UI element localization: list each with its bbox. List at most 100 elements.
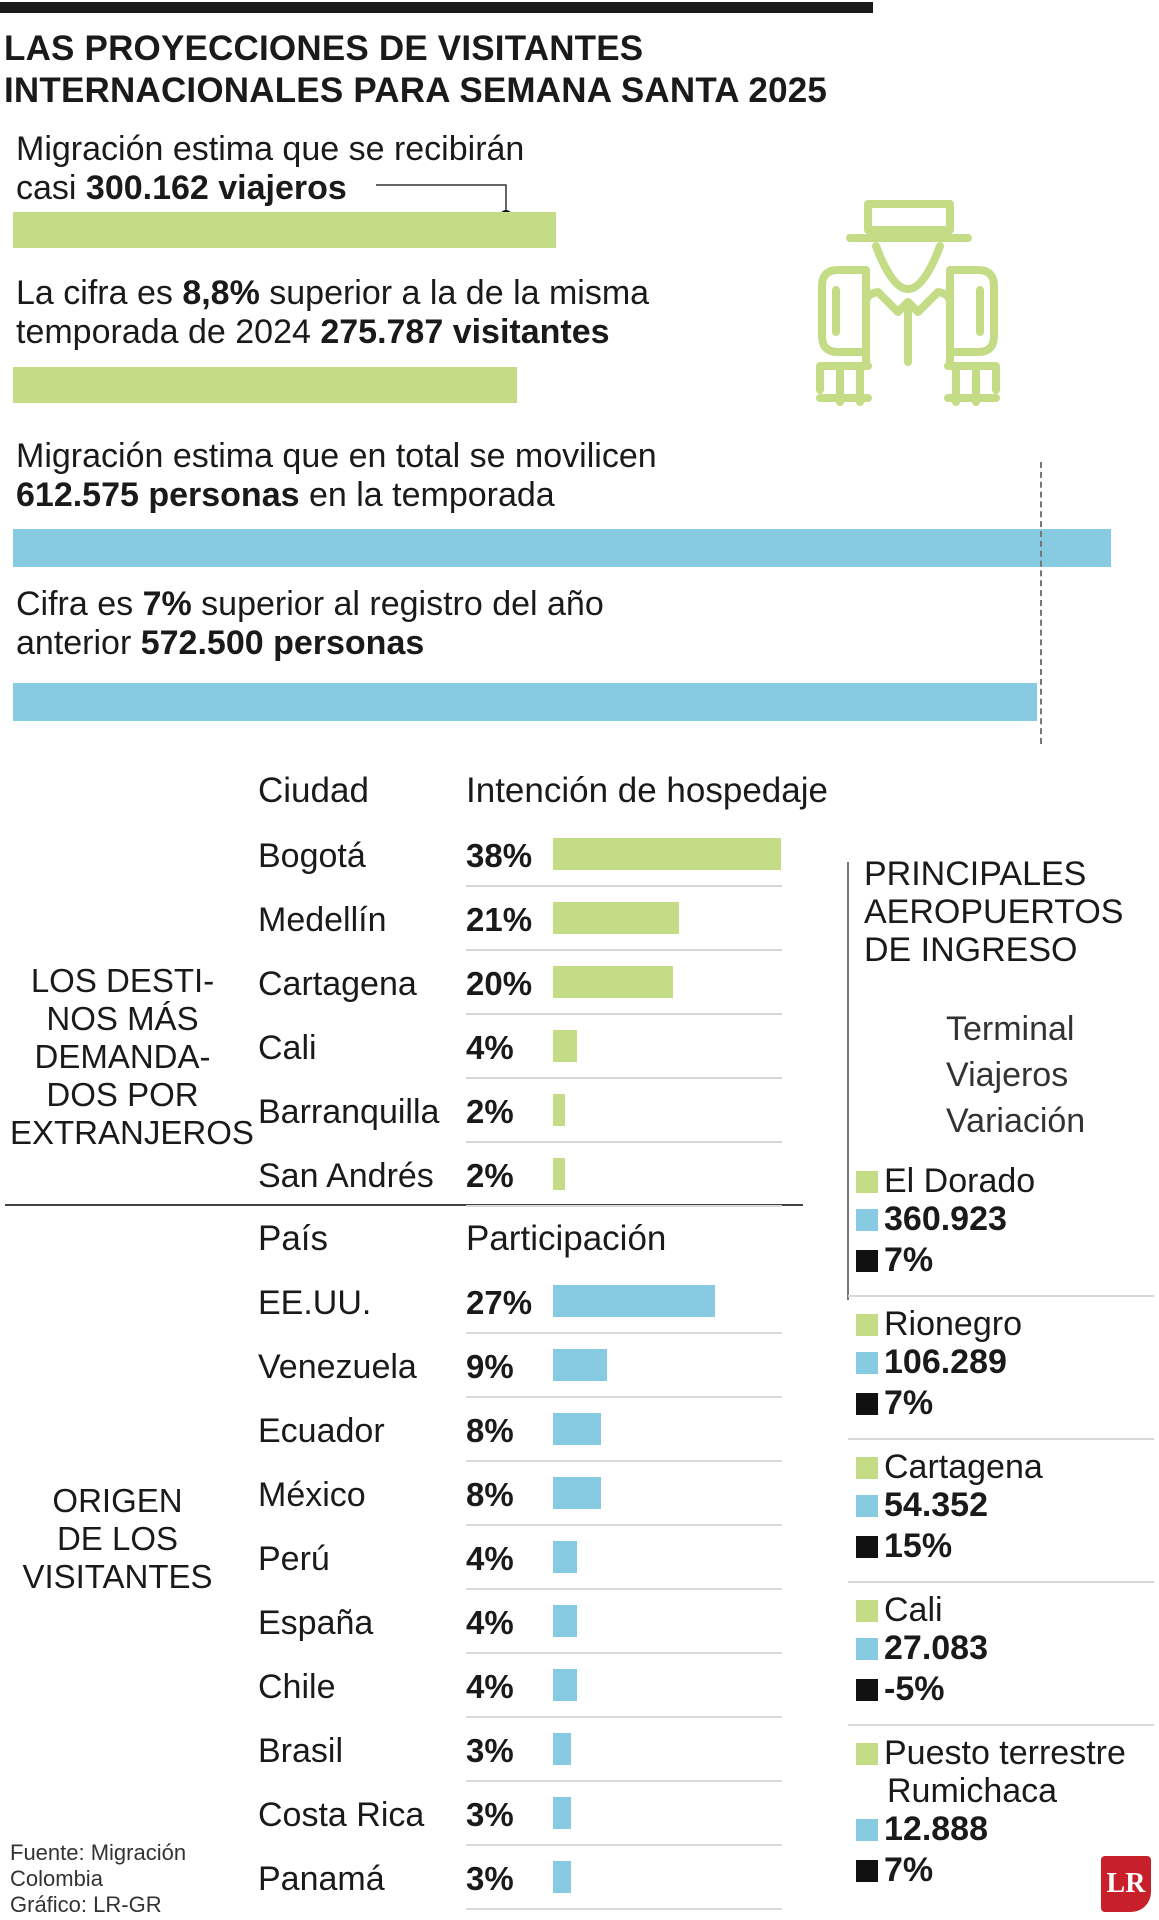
origin-row-label: Panamá [258, 1860, 385, 1898]
travelers-legend-square [856, 1209, 878, 1231]
destination-row-value-label: 38% [466, 837, 533, 874]
stat-2-bar [13, 367, 517, 403]
legend-terminal: Terminal [946, 1010, 1075, 1048]
destination-row-label: Cali [258, 1029, 317, 1067]
airport-item: El Dorado 360.923 7% [856, 1162, 1156, 1279]
origin-row-value-label: 9% [466, 1348, 514, 1385]
terminal-legend-square [856, 1314, 878, 1336]
destination-row-bar [553, 1158, 565, 1190]
country-column-header: País [258, 1219, 329, 1258]
destination-row-label: Medellín [258, 901, 387, 939]
airport-variation-value: 7% [884, 1384, 934, 1422]
stat-2-line-2: temporada de 2024 275.787 visitantes [16, 313, 610, 351]
origin-row-divider [466, 1716, 782, 1718]
stat-3-line-1: Migración estima que en total se movilic… [16, 437, 657, 475]
source-note: Fuente: Migración Colombia Gráfico: LR-G… [10, 1840, 187, 1917]
origin-row-bar [553, 1605, 577, 1637]
origin-row-divider [466, 1588, 782, 1590]
airport-travelers: 12.888 [856, 1810, 1156, 1848]
destination-row-divider [466, 885, 782, 887]
airport-variation: 15% [856, 1527, 1156, 1565]
variation-legend-square [856, 1679, 878, 1701]
destination-row-value-label: 2% [466, 1093, 514, 1130]
travelers-legend-square [856, 1819, 878, 1841]
airport-name: Cartagena [856, 1448, 1156, 1486]
airport-variation: 7% [856, 1384, 1156, 1422]
origin-row-bar [553, 1477, 601, 1509]
airport-name: Puesto terrestre [856, 1734, 1156, 1772]
origin-row-bar [553, 1349, 607, 1381]
origin-row-label: Chile [258, 1668, 336, 1706]
destination-row-label: San Andrés [258, 1157, 434, 1195]
variation-legend-square [856, 1393, 878, 1415]
airport-travelers-value: 54.352 [884, 1486, 988, 1524]
lr-logo: LR [1101, 1856, 1151, 1912]
origin-row-divider [466, 1332, 782, 1334]
stat-4-line-2: anterior 572.500 personas [16, 624, 425, 662]
origin-row-label: Brasil [258, 1732, 344, 1770]
origin-row-value-label: 3% [466, 1732, 514, 1769]
destination-row-bar [553, 1030, 577, 1062]
destination-row-divider [466, 1141, 782, 1143]
airport-name: Rumichaca [856, 1772, 1156, 1810]
stat-2-line-1: La cifra es 8,8% superior a la de la mis… [16, 274, 650, 312]
airports-legend: Terminal Viajeros Variación [946, 1006, 1085, 1144]
origin-row-label: Venezuela [258, 1348, 417, 1386]
airport-variation-value: 15% [884, 1527, 953, 1565]
airport-name: Cali [856, 1591, 1156, 1629]
airports-vertical-rule [847, 862, 849, 1300]
origin-row-bar [553, 1285, 715, 1317]
origin-row-label: Perú [258, 1540, 330, 1578]
airport-item: Cartagena 54.352 15% [856, 1448, 1156, 1565]
origin-row-label: EE.UU. [258, 1284, 372, 1322]
origin-row-label: Ecuador [258, 1412, 385, 1450]
origin-row-divider [466, 1460, 782, 1462]
destinations-side-label: LOS DESTI- NOS MÁS DEMANDA- DOS POR EXTR… [10, 962, 254, 1151]
origin-row-bar [553, 1669, 577, 1701]
lodging-intent-column-header: Intención de hospedaje [466, 771, 828, 810]
origin-row-value-label: 27% [466, 1284, 533, 1321]
terminal-legend-square [856, 1457, 878, 1479]
travelers-legend-square [856, 1495, 878, 1517]
airport-travelers-value: 27.083 [884, 1629, 988, 1667]
destination-row-bar [553, 902, 679, 934]
destination-row-divider [466, 1077, 782, 1079]
origin-row-divider [466, 1844, 782, 1846]
destination-row-bar [553, 1094, 565, 1126]
airport-name-text: Rionegro [884, 1305, 1022, 1343]
airport-item: Rionegro 106.289 7% [856, 1305, 1156, 1422]
destination-row-bar [553, 966, 673, 998]
airport-item: Cali 27.083 -5% [856, 1591, 1156, 1708]
airport-separator [848, 1724, 1154, 1726]
destination-row-label: Cartagena [258, 965, 417, 1003]
airport-variation-value: 7% [884, 1851, 934, 1889]
stat-1-line-2: casi 300.162 viajeros [16, 169, 347, 207]
origin-row-bar [553, 1733, 571, 1765]
destination-row-label: Barranquilla [258, 1093, 440, 1131]
destination-row-value-label: 21% [466, 901, 533, 938]
origin-row-label: Costa Rica [258, 1796, 425, 1834]
airport-travelers-value: 106.289 [884, 1343, 1007, 1381]
airport-travelers: 54.352 [856, 1486, 1156, 1524]
terminal-legend-square [856, 1743, 878, 1765]
airport-name: Rionegro [856, 1305, 1156, 1343]
origin-row-divider [466, 1908, 782, 1910]
airport-name-text: Puesto terrestre [884, 1734, 1126, 1772]
airport-variation: -5% [856, 1670, 1156, 1708]
airport-travelers-value: 360.923 [884, 1200, 1007, 1238]
destination-row-bar [553, 838, 781, 870]
stat-4-bar [13, 683, 1037, 721]
origin-row-bar [553, 1797, 571, 1829]
airport-variation: 7% [856, 1851, 1156, 1889]
destination-row-divider [466, 949, 782, 951]
destination-row-value-label: 4% [466, 1029, 514, 1066]
origin-row-bar [553, 1541, 577, 1573]
origin-row-divider [466, 1396, 782, 1398]
origin-side-label: ORIGEN DE LOS VISITANTES [22, 1482, 213, 1595]
terminal-legend-square [856, 1171, 878, 1193]
variation-legend-square [856, 1536, 878, 1558]
origin-row-divider [466, 1780, 782, 1782]
origin-row-label: México [258, 1476, 366, 1514]
origin-row-divider [466, 1652, 782, 1654]
variation-legend-square [856, 1860, 878, 1882]
